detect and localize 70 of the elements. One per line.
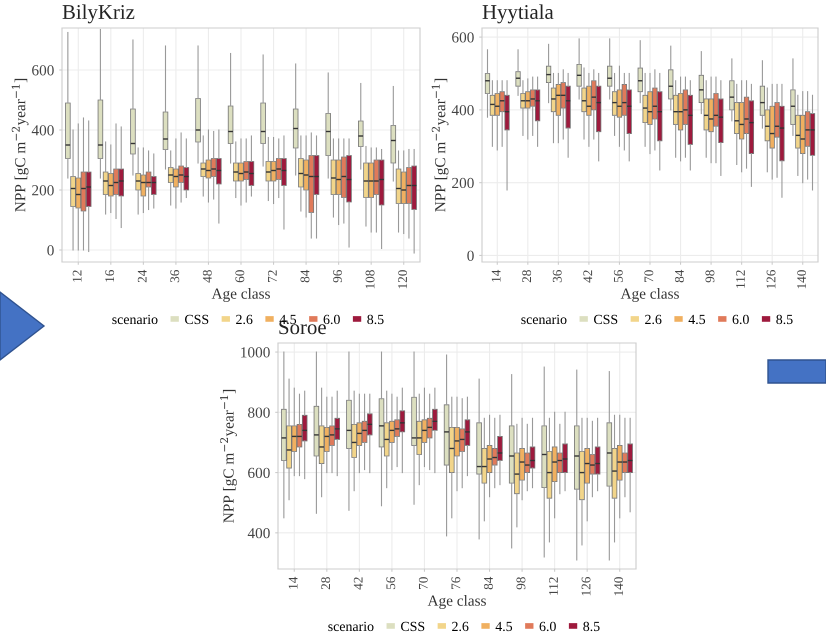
x-tick-label: 12 [72,270,82,282]
legend-label: CSS [400,622,424,632]
chart-title: BilyKriz [62,4,134,24]
x-tick-label: 14 [288,576,298,589]
y-tick-label: 400 [452,105,474,116]
legend-label: CSS [184,314,208,324]
y-tick-label: 600 [32,65,54,76]
x-tick-label: 56 [386,577,396,590]
x-tick-label: 84 [674,270,684,282]
x-tick-label: 70 [418,577,428,589]
x-tick-label: 60 [235,270,244,282]
legend-title: scenario [112,314,158,324]
legend-label: 2.6 [236,314,252,324]
x-tick-label: 120 [398,270,408,288]
x-tick-label: 98 [516,577,526,590]
legend-label: 6.0 [732,314,749,324]
y-axis-title: NPP [gC m$^{−2}$year$^{−1}$] [432,78,448,212]
x-tick-label: 70 [644,270,654,282]
y-axis-title: NPP [gC m$^{−2}$year$^{−1}$] [220,390,237,523]
x-tick-label: 36 [170,270,180,282]
x-tick-label: 96 [333,270,342,282]
x-tick-label: 140 [614,577,624,596]
legend-label: 8.5 [583,622,600,632]
x-tick-label: 140 [797,270,806,288]
y-tick-label: 400 [32,125,54,136]
y-tick-label: 600 [452,32,474,43]
x-tick-label: 28 [321,577,330,590]
x-tick-label: 126 [582,577,590,596]
y-tick-label: 200 [452,178,474,188]
y-tick-label: 0 [47,245,54,256]
y-tick-label: 1000 [241,347,270,358]
x-axis-title: Age class [212,288,270,302]
x-axis-title: Age class [428,595,486,609]
y-tick-label: 800 [248,407,270,418]
x-tick-label: 24 [138,270,147,282]
legend-title: scenario [521,314,566,324]
x-tick-label: 16 [105,270,114,282]
x-tick-label: 42 [583,270,592,283]
x-tick-label: 42 [354,577,363,590]
x-tick-label: 36 [552,270,562,282]
y-axis-title: NPP [gC m$^{−2}$year$^{−1}$] [12,78,28,212]
legend-label: 6.0 [540,622,556,632]
legend-label: CSS [594,314,618,324]
x-axis-title: Age class [620,288,679,302]
x-tick-label: 28 [522,270,532,282]
x-tick-label: 14 [492,270,500,282]
x-tick-label: 72 [268,270,277,282]
legend-label: 4.5 [496,622,512,632]
x-tick-label: 98 [705,270,714,282]
legend-label: 8.5 [776,314,793,324]
legend-label: 4.5 [688,314,706,324]
chart-title: Hyytiala [482,4,554,24]
x-tick-label: 56 [614,270,623,282]
x-tick-label: 126 [766,270,776,288]
x-tick-label: 84 [300,270,310,282]
legend-label: 8.5 [367,314,384,324]
x-tick-label: 112 [736,270,745,288]
y-tick-label: 400 [248,528,270,538]
legend-title: scenario [328,622,374,632]
x-tick-label: 108 [366,270,374,288]
x-tick-label: 112 [549,577,558,595]
legend-label: 2.6 [645,314,662,324]
legend-label: 6.0 [324,314,340,324]
x-tick-label: 48 [202,270,212,283]
x-tick-label: 84 [484,576,493,590]
y-tick-label: 600 [248,468,270,478]
x-tick-label: 76 [451,577,460,589]
y-tick-label: 0 [467,250,474,261]
y-tick-label: 200 [32,185,54,196]
legend-label: 2.6 [452,622,468,632]
